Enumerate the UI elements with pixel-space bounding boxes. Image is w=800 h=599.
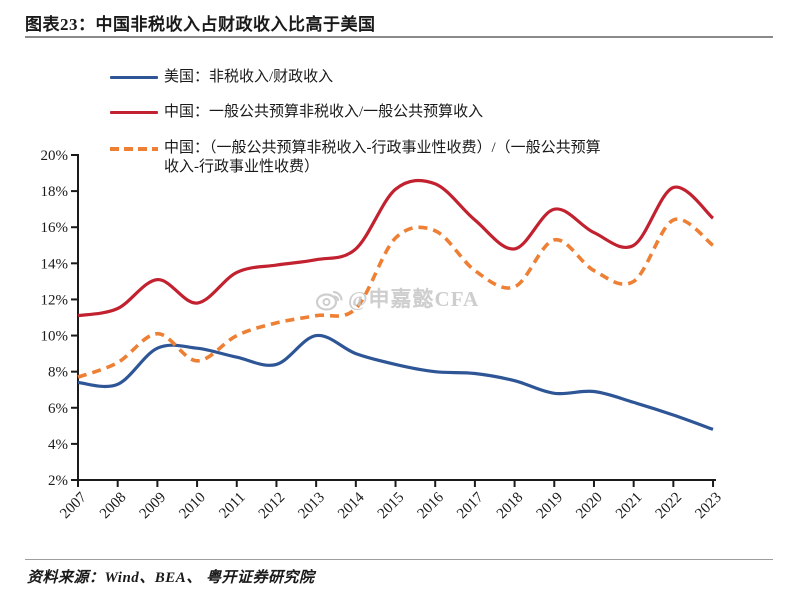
watermark: @申嘉懿CFA [314,283,479,313]
x-axis-tick-label: 2015 [375,490,408,523]
legend-label-china-adjusted-line2: 收入-行政事业性收费） [164,159,319,175]
china-adjusted-line-swatch [110,139,158,151]
legend-item-china: 中国：一般公共预算非税收入/一般公共预算收入 [110,103,483,122]
axis-lines [77,154,716,481]
y-axis-tick-label: 16% [41,220,69,236]
figure-title: 图表23：中国非税收入占财政收入比高于美国 [25,15,376,34]
watermark-text: @申嘉懿CFA [348,287,480,311]
x-axis-tick-label: 2008 [97,490,130,523]
x-axis-tick-label: 2022 [653,490,686,523]
x-axis-tick-label: 2011 [216,490,248,522]
source-divider [25,559,773,560]
y-axis-tick-label: 6% [48,401,68,417]
x-axis-tick-label: 2020 [573,490,606,523]
legend-label-china-adjusted-line1: 中国：（一般公共预算非税收入-行政事业性收费）/（一般公共预算 [164,140,601,156]
x-axis-tick-label: 2019 [534,490,567,523]
y-axis-tick-label: 14% [41,256,69,272]
y-axis-tick-label: 20% [41,148,69,164]
x-axis-tick-label: 2018 [494,490,527,523]
x-axis-tick-label: 2007 [57,489,90,522]
source-note: 资料来源：Wind、BEA、 粤开证券研究院 [27,570,315,586]
weibo-icon [315,290,343,311]
x-axis-tick-label: 2013 [295,490,328,523]
x-axis-tick-label: 2012 [256,490,289,523]
y-axis-tick-label: 8% [48,365,68,381]
legend-label-us: 美国：非税收入/财政收入 [164,69,334,85]
us-series-line [77,333,714,431]
y-axis-tick-label: 10% [41,329,69,345]
china-line-swatch [110,103,158,114]
y-axis-tick-label: 18% [41,184,69,200]
us-line-swatch [110,68,158,79]
legend-label-china-adjusted: 中国：（一般公共预算非税收入-行政事业性收费）/（一般公共预算 收入-行政事业性… [164,139,601,177]
x-axis-tick-label: 2016 [415,489,448,522]
china-adjusted-series-line [77,217,715,379]
legend-item-us: 美国：非税收入/财政收入 [110,68,333,87]
x-axis-tick-label: 2021 [613,490,646,523]
x-axis-tick-label: 2010 [176,490,209,523]
x-axis-tick-label: 2023 [692,490,725,523]
y-axis-tick-label: 2% [48,473,68,489]
title-divider [25,36,773,38]
x-axis-tick-label: 2014 [335,489,368,522]
legend-item-china-adjusted: 中国：（一般公共预算非税收入-行政事业性收费）/（一般公共预算 收入-行政事业性… [110,139,601,177]
legend-label-china: 中国：一般公共预算非税收入/一般公共预算收入 [164,104,484,120]
x-axis-tick-label: 2009 [137,490,170,523]
y-axis-tick-label: 12% [41,292,69,308]
y-axis-tick-label: 4% [48,437,68,453]
x-axis-tick-label: 2017 [454,489,487,522]
china-series-line [77,178,715,318]
